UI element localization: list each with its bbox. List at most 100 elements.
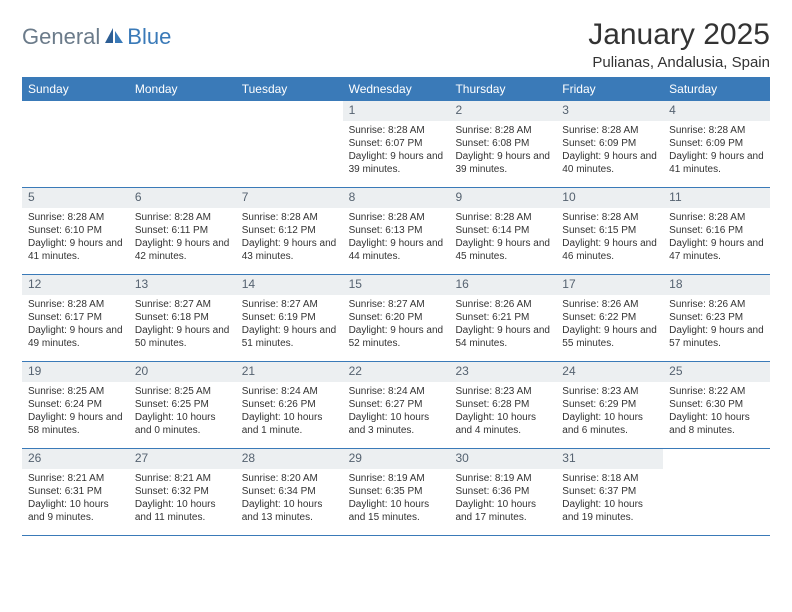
day-number: 8 [343,188,450,208]
daylight-text: Daylight: 10 hours and 11 minutes. [135,498,230,524]
sunset-text: Sunset: 6:32 PM [135,485,230,498]
day-cell: 5Sunrise: 8:28 AMSunset: 6:10 PMDaylight… [22,188,129,274]
weekday-header: Friday [556,77,663,101]
day-cell: 31Sunrise: 8:18 AMSunset: 6:37 PMDayligh… [556,449,663,535]
daylight-text: Daylight: 10 hours and 4 minutes. [455,411,550,437]
daylight-text: Daylight: 9 hours and 43 minutes. [242,237,337,263]
day-cell: 22Sunrise: 8:24 AMSunset: 6:27 PMDayligh… [343,362,450,448]
sunset-text: Sunset: 6:16 PM [669,224,764,237]
week-row: ......1Sunrise: 8:28 AMSunset: 6:07 PMDa… [22,101,770,188]
day-cell: 1Sunrise: 8:28 AMSunset: 6:07 PMDaylight… [343,101,450,187]
day-number: 15 [343,275,450,295]
sunset-text: Sunset: 6:07 PM [349,137,444,150]
sunset-text: Sunset: 6:11 PM [135,224,230,237]
weeks-container: ......1Sunrise: 8:28 AMSunset: 6:07 PMDa… [22,101,770,536]
sunset-text: Sunset: 6:35 PM [349,485,444,498]
sunrise-text: Sunrise: 8:25 AM [28,385,123,398]
day-cell: 25Sunrise: 8:22 AMSunset: 6:30 PMDayligh… [663,362,770,448]
day-body: Sunrise: 8:28 AMSunset: 6:09 PMDaylight:… [556,121,663,181]
weekday-header-row: SundayMondayTuesdayWednesdayThursdayFrid… [22,77,770,101]
day-number: 25 [663,362,770,382]
day-body: Sunrise: 8:24 AMSunset: 6:27 PMDaylight:… [343,382,450,442]
empty-day-cell: .. [236,101,343,187]
day-body: Sunrise: 8:28 AMSunset: 6:14 PMDaylight:… [449,208,556,268]
sunrise-text: Sunrise: 8:28 AM [455,211,550,224]
day-body: Sunrise: 8:26 AMSunset: 6:21 PMDaylight:… [449,295,556,355]
sunrise-text: Sunrise: 8:23 AM [455,385,550,398]
sunset-text: Sunset: 6:09 PM [669,137,764,150]
empty-day-cell: .. [663,449,770,535]
daylight-text: Daylight: 9 hours and 50 minutes. [135,324,230,350]
sunset-text: Sunset: 6:09 PM [562,137,657,150]
day-cell: 11Sunrise: 8:28 AMSunset: 6:16 PMDayligh… [663,188,770,274]
daylight-text: Daylight: 10 hours and 0 minutes. [135,411,230,437]
calendar-page: General Blue January 2025 Pulianas, Anda… [0,0,792,554]
day-body: Sunrise: 8:23 AMSunset: 6:28 PMDaylight:… [449,382,556,442]
daylight-text: Daylight: 10 hours and 6 minutes. [562,411,657,437]
daylight-text: Daylight: 9 hours and 51 minutes. [242,324,337,350]
day-body: Sunrise: 8:28 AMSunset: 6:09 PMDaylight:… [663,121,770,181]
weekday-header: Sunday [22,77,129,101]
sunrise-text: Sunrise: 8:28 AM [349,211,444,224]
sunrise-text: Sunrise: 8:19 AM [455,472,550,485]
daylight-text: Daylight: 9 hours and 44 minutes. [349,237,444,263]
month-title: January 2025 [588,18,770,52]
daylight-text: Daylight: 10 hours and 3 minutes. [349,411,444,437]
logo: General Blue [22,24,171,50]
sunset-text: Sunset: 6:37 PM [562,485,657,498]
day-body: Sunrise: 8:28 AMSunset: 6:12 PMDaylight:… [236,208,343,268]
empty-day-cell: .. [129,101,236,187]
logo-sail-icon [104,26,124,49]
daylight-text: Daylight: 9 hours and 39 minutes. [349,150,444,176]
day-number: 13 [129,275,236,295]
day-number: 23 [449,362,556,382]
day-cell: 7Sunrise: 8:28 AMSunset: 6:12 PMDaylight… [236,188,343,274]
day-body: Sunrise: 8:19 AMSunset: 6:36 PMDaylight:… [449,469,556,529]
daylight-text: Daylight: 10 hours and 15 minutes. [349,498,444,524]
sunset-text: Sunset: 6:08 PM [455,137,550,150]
day-number: 14 [236,275,343,295]
day-body: Sunrise: 8:27 AMSunset: 6:20 PMDaylight:… [343,295,450,355]
daylight-text: Daylight: 9 hours and 49 minutes. [28,324,123,350]
day-body: Sunrise: 8:19 AMSunset: 6:35 PMDaylight:… [343,469,450,529]
sunset-text: Sunset: 6:13 PM [349,224,444,237]
sunrise-text: Sunrise: 8:26 AM [669,298,764,311]
day-number: 5 [22,188,129,208]
week-row: 12Sunrise: 8:28 AMSunset: 6:17 PMDayligh… [22,275,770,362]
logo-text-general: General [22,24,100,50]
sunrise-text: Sunrise: 8:28 AM [562,124,657,137]
sunset-text: Sunset: 6:27 PM [349,398,444,411]
sunset-text: Sunset: 6:12 PM [242,224,337,237]
sunrise-text: Sunrise: 8:26 AM [562,298,657,311]
day-number: 9 [449,188,556,208]
sunset-text: Sunset: 6:21 PM [455,311,550,324]
day-cell: 27Sunrise: 8:21 AMSunset: 6:32 PMDayligh… [129,449,236,535]
day-cell: 6Sunrise: 8:28 AMSunset: 6:11 PMDaylight… [129,188,236,274]
daylight-text: Daylight: 9 hours and 55 minutes. [562,324,657,350]
sunset-text: Sunset: 6:14 PM [455,224,550,237]
weekday-header: Wednesday [343,77,450,101]
day-number: 21 [236,362,343,382]
day-cell: 20Sunrise: 8:25 AMSunset: 6:25 PMDayligh… [129,362,236,448]
day-cell: 19Sunrise: 8:25 AMSunset: 6:24 PMDayligh… [22,362,129,448]
day-body: Sunrise: 8:26 AMSunset: 6:22 PMDaylight:… [556,295,663,355]
sunset-text: Sunset: 6:26 PM [242,398,337,411]
day-cell: 21Sunrise: 8:24 AMSunset: 6:26 PMDayligh… [236,362,343,448]
sunset-text: Sunset: 6:28 PM [455,398,550,411]
day-cell: 23Sunrise: 8:23 AMSunset: 6:28 PMDayligh… [449,362,556,448]
day-body: Sunrise: 8:27 AMSunset: 6:19 PMDaylight:… [236,295,343,355]
sunset-text: Sunset: 6:18 PM [135,311,230,324]
day-cell: 13 Sunrise: 8:27 AMSunset: 6:18 PMDayligh… [129,275,236,361]
day-number: 26 [22,449,129,469]
sunrise-text: Sunrise: 8:21 AM [28,472,123,485]
sunrise-text: Sunrise: 8:24 AM [242,385,337,398]
day-number: 31 [556,449,663,469]
sunrise-text: Sunrise: 8:28 AM [28,298,123,311]
sunrise-text: Sunrise: 8:27 AM [135,298,230,311]
day-number: 7 [236,188,343,208]
daylight-text: Daylight: 9 hours and 57 minutes. [669,324,764,350]
day-cell: 15Sunrise: 8:27 AMSunset: 6:20 PMDayligh… [343,275,450,361]
sunrise-text: Sunrise: 8:26 AM [455,298,550,311]
day-body: Sunrise: 8:28 AMSunset: 6:11 PMDaylight:… [129,208,236,268]
day-number: 28 [236,449,343,469]
